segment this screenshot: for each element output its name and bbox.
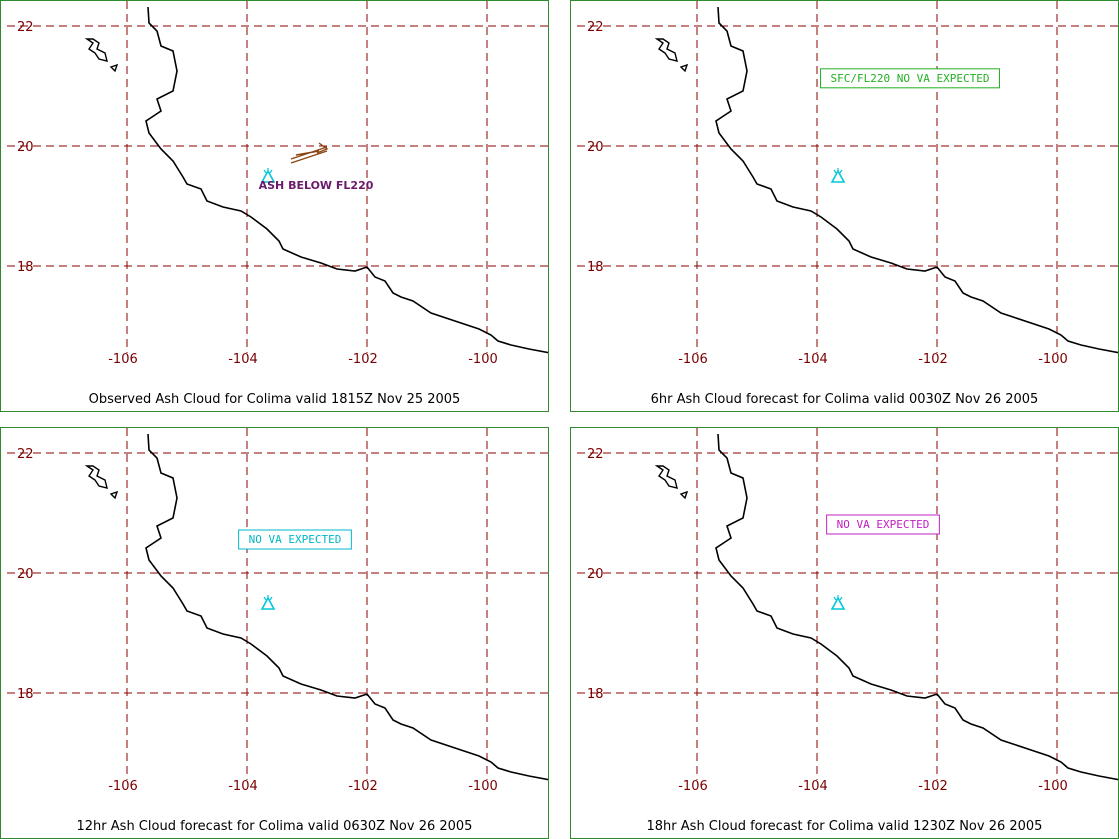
island <box>654 465 678 489</box>
map-panel-6hr: 22 20 18 -106 -104 -102 -100 SFC/FL220 NO VA EX… <box>570 0 1119 412</box>
lat-tick-label: 22 <box>587 20 604 35</box>
volcano-icon <box>260 595 276 610</box>
lat-tick-label: 22 <box>17 20 34 35</box>
lat-tick-label: 18 <box>17 687 34 702</box>
map-panel-18hr: 22 20 18 -106 -104 -102 -100 NO VA EXPECTED 18h… <box>570 427 1119 839</box>
annotation-label: ASH BELOW FL220 <box>259 179 374 192</box>
lat-tick-label: 20 <box>17 567 34 582</box>
lat-tick-label: 18 <box>17 260 34 275</box>
graticule <box>577 1 1118 353</box>
panel-caption: 6hr Ash Cloud forecast for Colima valid … <box>650 392 1039 407</box>
lat-tick-label: 22 <box>587 447 604 462</box>
lon-tick-label: -100 <box>468 779 498 794</box>
volcano-icon <box>830 168 846 183</box>
annotation-label: NO VA EXPECTED <box>837 518 930 531</box>
island <box>109 63 119 73</box>
annotation-label: NO VA EXPECTED <box>249 533 342 546</box>
lon-tick-label: -106 <box>108 352 138 367</box>
island <box>109 490 119 500</box>
map-canvas: 22 20 18 -106 -104 -102 -100 NO VA EXPECTED <box>7 428 548 794</box>
island <box>84 38 108 62</box>
panel-caption: 18hr Ash Cloud forecast for Colima valid… <box>646 819 1043 834</box>
coastline <box>715 6 1118 354</box>
lon-tick-label: -102 <box>918 352 948 367</box>
lat-tick-label: 18 <box>587 260 604 275</box>
island <box>679 490 689 500</box>
lat-tick-label: 20 <box>17 140 34 155</box>
lon-tick-label: -104 <box>798 352 828 367</box>
lon-tick-label: -106 <box>678 352 708 367</box>
volcano-icon <box>830 595 846 610</box>
lon-tick-label: -104 <box>228 779 258 794</box>
coastline <box>145 6 548 354</box>
panel-caption: 12hr Ash Cloud forecast for Colima valid… <box>76 819 473 834</box>
lat-tick-label: 22 <box>17 447 34 462</box>
annotation-box <box>238 529 352 550</box>
island <box>654 38 678 62</box>
annotation-label: SFC/FL220 NO VA EXPECTED <box>831 72 990 85</box>
map-canvas: 22 20 18 -106 -104 -102 -100 NO VA EXPECTED <box>577 428 1118 794</box>
lon-tick-label: -100 <box>1038 352 1068 367</box>
lon-tick-label: -102 <box>348 779 378 794</box>
ash-drift-arrow-icon <box>290 142 329 164</box>
annotation-box <box>826 514 940 535</box>
lon-tick-label: -106 <box>678 779 708 794</box>
panel-caption: Observed Ash Cloud for Colima valid 1815… <box>88 392 461 407</box>
island <box>84 465 108 489</box>
coastline <box>715 433 1118 781</box>
lat-tick-label: 20 <box>587 567 604 582</box>
graticule <box>7 1 548 353</box>
map-panel-12hr: 22 20 18 -106 -104 -102 -100 NO VA EXPECTED 12h… <box>0 427 549 839</box>
annotation-box <box>820 68 1000 89</box>
lon-tick-label: -106 <box>108 779 138 794</box>
map-canvas: 22 20 18 -106 -104 -102 -100 SFC/FL220 NO VA EX… <box>577 1 1118 367</box>
lon-tick-label: -100 <box>1038 779 1068 794</box>
map-canvas: 22 20 18 -106 -104 -102 -100 ASH BELOW FL220 <box>7 1 548 367</box>
island <box>679 63 689 73</box>
lat-tick-label: 18 <box>587 687 604 702</box>
lat-tick-label: 20 <box>587 140 604 155</box>
graticule <box>7 428 548 780</box>
lon-tick-label: -104 <box>798 779 828 794</box>
lon-tick-label: -100 <box>468 352 498 367</box>
volcano-icon <box>260 168 276 183</box>
map-panel-observed: 22 20 18 -106 -104 -102 -100 ASH BELOW FL220 Ob… <box>0 0 549 412</box>
graticule <box>577 428 1118 780</box>
coastline <box>145 433 548 781</box>
lon-tick-label: -102 <box>918 779 948 794</box>
lon-tick-label: -102 <box>348 352 378 367</box>
lon-tick-label: -104 <box>228 352 258 367</box>
